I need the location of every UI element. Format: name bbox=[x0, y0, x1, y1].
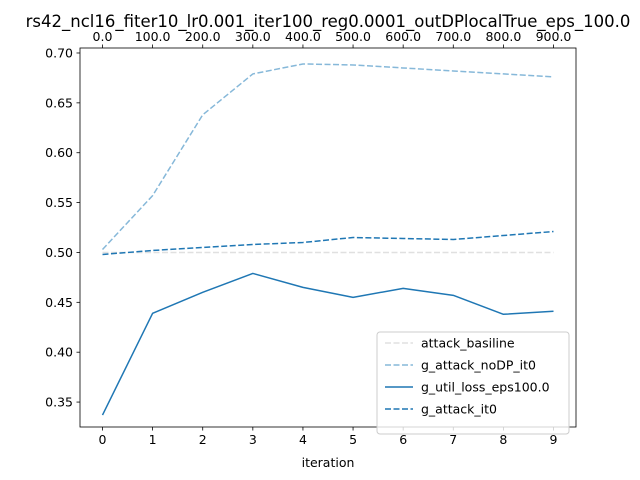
series-line-g-attack-it0 bbox=[102, 230, 554, 256]
x-top-tick-label: 900.0 bbox=[536, 29, 572, 44]
legend-label: attack_basiline bbox=[421, 336, 515, 351]
x-top-tick-label: 0.0 bbox=[93, 29, 113, 44]
x-tick-label: 4 bbox=[299, 432, 307, 447]
axes-frame bbox=[79, 47, 577, 428]
y-tick-label: 0.55 bbox=[45, 195, 73, 210]
x-tick-label: 3 bbox=[249, 432, 257, 447]
x-tick-label: 5 bbox=[349, 432, 357, 447]
y-tick-label: 0.40 bbox=[45, 345, 73, 360]
x-tick-label: 6 bbox=[399, 432, 407, 447]
x-axis-bottom: 0 1 2 3 4 5 6 7 8 9 bbox=[99, 427, 558, 447]
x-top-tick-label: 800.0 bbox=[485, 29, 521, 44]
series-line-g-attack-nodp-it0 bbox=[101, 63, 554, 250]
series-line-g-util-loss-eps100-0 bbox=[101, 272, 554, 416]
x-top-tick-label: 200.0 bbox=[185, 29, 221, 44]
y-tick-label: 0.70 bbox=[45, 45, 73, 60]
x-tick-label: 7 bbox=[449, 432, 457, 447]
x-top-tick-label: 100.0 bbox=[135, 29, 171, 44]
legend-label: g_attack_it0 bbox=[421, 402, 497, 417]
x-tick-label: 1 bbox=[149, 432, 157, 447]
y-tick-label: 0.35 bbox=[45, 395, 73, 410]
x-top-tick-label: 700.0 bbox=[435, 29, 471, 44]
x-tick-label: 2 bbox=[199, 432, 207, 447]
y-axis: 0.35 0.40 0.45 0.50 0.55 0.60 0.65 0.70 bbox=[45, 45, 80, 410]
x-top-tick-label: 600.0 bbox=[385, 29, 421, 44]
x-axis-top: 0.0 100.0 200.0 300.0 400.0 500.0 600.0 700.0 80… bbox=[93, 29, 572, 48]
x-top-tick-label: 400.0 bbox=[285, 29, 321, 44]
legend-label: g_util_loss_eps100.0 bbox=[421, 380, 550, 395]
x-tick-label: 9 bbox=[550, 432, 558, 447]
legend-box bbox=[376, 331, 570, 435]
chart-title: rs42_ncl16_fiter10_lr0.001_iter100_reg0.… bbox=[26, 12, 631, 32]
legend: attack_basiline g_attack_noDP_it0 g_util_l… bbox=[376, 331, 570, 435]
x-top-tick-label: 500.0 bbox=[335, 29, 371, 44]
y-tick-label: 0.60 bbox=[45, 145, 73, 160]
x-tick-label: 8 bbox=[499, 432, 507, 447]
y-tick-label: 0.50 bbox=[45, 245, 73, 260]
plot-area bbox=[79, 47, 577, 428]
x-tick-label: 0 bbox=[99, 432, 107, 447]
legend-label: g_attack_noDP_it0 bbox=[421, 358, 536, 373]
y-tick-label: 0.45 bbox=[45, 295, 73, 310]
x-axis-label: iteration bbox=[302, 455, 355, 470]
y-tick-label: 0.65 bbox=[45, 95, 73, 110]
x-top-tick-label: 300.0 bbox=[235, 29, 271, 44]
